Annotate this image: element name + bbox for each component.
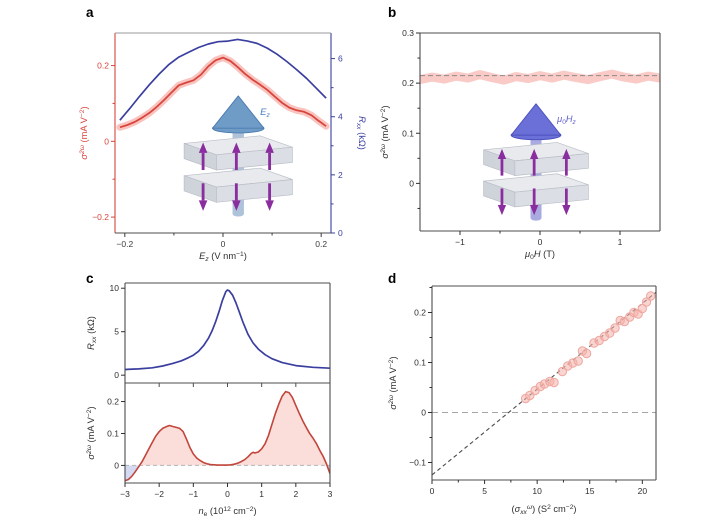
axes-frame-d [431, 285, 657, 481]
y-tick-label: 0 [114, 370, 119, 380]
field-arrow-head [212, 95, 265, 129]
y-axis-label-d: σ2ω (mA V−2) [388, 356, 398, 409]
inset-field-label: μ0Hz [556, 114, 576, 126]
y-tick-label: 0 [409, 178, 414, 188]
x-tick-label: 10 [532, 486, 542, 496]
x-tick-label: 3 [328, 489, 333, 499]
panel-label-d: d [388, 271, 397, 286]
x-tick-label: −0.2 [116, 239, 133, 249]
plot-area-c_bottom [125, 390, 330, 482]
panel-a-chart: −0.2 0 0.2 −0.2 0 0.2 0 2 4 6 Ez (V nm−1) σ2ω (mA V… [79, 32, 367, 263]
device-inset-illustration: μ0Hz [483, 103, 589, 221]
inset-field-label: Ez [260, 107, 270, 119]
x-tick-label: 0 [430, 486, 435, 496]
second-harmonic-conductivity-vs-density-fill-positive [125, 391, 330, 466]
longitudinal-resistance-vs-density [125, 289, 330, 371]
y-tick-label: 0.3 [402, 28, 414, 38]
x-axis-label-d: (σxxω) (S2 cm−2) [511, 504, 576, 516]
x-axis-label-b: μ0H (T) [524, 249, 555, 261]
y-tick-label: 0.2 [107, 397, 119, 407]
x-tick-label: 1 [259, 489, 264, 499]
y-axis-label-c_bottom: σ2ω (mA V−2) [86, 406, 96, 459]
x-tick-label: 1 [618, 237, 623, 247]
plot-area-a [116, 38, 330, 131]
x-tick-label: 15 [585, 486, 595, 496]
panel-label-c: c [86, 271, 94, 286]
y2-tick-label: 2 [338, 170, 343, 180]
x-axis-label-a: Ez (V nm−1) [199, 251, 247, 263]
y2-tick-label: 0 [338, 228, 343, 238]
y-tick-label: 0.2 [402, 78, 414, 88]
y2-tick-label: 4 [338, 112, 343, 122]
y-axis-label-c_top: Rxx (kΩ) [86, 316, 98, 350]
data-point [549, 377, 559, 388]
x-axis-label-c_bottom: ne (1012 cm−2) [198, 506, 256, 518]
longitudinal-resistance-vs-Ez [119, 38, 327, 121]
y-tick-label: −0.1 [409, 458, 426, 468]
x-tick-label: 0.2 [315, 239, 327, 249]
y-tick-label: 0 [104, 136, 109, 146]
y-axis-label-b: σ2ω (mA V−2) [380, 105, 390, 158]
y-tick-label: 0.1 [107, 428, 119, 438]
second-harmonic-conductivity-vs-field-band [420, 69, 660, 85]
plot-area-d [432, 291, 656, 476]
second-harmonic-conductivity-vs-density [125, 390, 330, 482]
data-point [581, 348, 592, 359]
field-arrow-head [510, 103, 562, 136]
axis-ticks-c_top: 0 5 10 [110, 283, 297, 387]
axis-ticks-b: −1 0 1 0 0.1 0.2 0.3 [402, 28, 622, 247]
x-tick-label: 0 [221, 239, 226, 249]
x-tick-label: −1 [455, 237, 465, 247]
data-point [646, 291, 656, 301]
device-inset-illustration: Ez [183, 95, 293, 217]
y-tick-label: 0 [114, 460, 119, 470]
y-axis-label-a: σ2ω (mA V−2) [79, 106, 89, 159]
y-tick-label: 0.1 [402, 128, 414, 138]
second-harmonic-conductivity-vs-Ez [119, 56, 327, 129]
x-tick-label: −3 [120, 489, 130, 499]
axes-frame-a [114, 32, 332, 234]
x-tick-label: 2 [293, 489, 298, 499]
x-tick-label: 0 [225, 489, 230, 499]
y-tick-label: 10 [110, 283, 120, 293]
axis-ticks-c_bottom: −3 −2 −1 0 1 2 3 0 0.1 0.2 [107, 397, 332, 499]
x-tick-label: −1 [188, 489, 198, 499]
data-point [637, 303, 647, 314]
panel-label-b: b [388, 5, 397, 20]
axis-ticks-d: 0 5 10 15 20 −0.1 0 0.1 0.2 [409, 287, 648, 496]
y-tick-label: 0 [421, 408, 426, 418]
panel-d-chart: 0 5 10 15 20 −0.1 0 0.1 0.2 (σxxω) (S2 cm−2) σ2ω (… [388, 285, 657, 516]
x-tick-label: 5 [482, 486, 487, 496]
y2-tick-label: 6 [338, 54, 343, 64]
plot-area-b [420, 69, 660, 85]
y-tick-label: 5 [114, 327, 119, 337]
data-point [610, 323, 620, 333]
panel-label-a: a [86, 5, 94, 20]
plot-area-c_top [125, 289, 330, 371]
data-point [573, 356, 583, 366]
sigma2w-vs-sigma-xx-squared [520, 291, 656, 404]
y-tick-label: −0.2 [92, 212, 109, 222]
y-tick-label: 0.2 [97, 61, 109, 71]
x-tick-label: 20 [638, 486, 648, 496]
x-tick-label: −2 [154, 489, 164, 499]
y-tick-label: 0.1 [414, 358, 426, 368]
y-tick-label: 0.2 [414, 308, 426, 318]
y2-axis-label-a: Rxx (kΩ) [355, 116, 367, 150]
x-tick-label: 0 [538, 237, 543, 247]
panel-b-chart: −1 0 1 0 0.1 0.2 0.3 μ0H (T) σ2ω (mA V−2) μ0Hz [380, 28, 661, 261]
panel-c-chart: 0 5 10 Rxx (kΩ) −3 −2 −1 0 1 2 3 0 0.1 0.2 ne (1012 cm… [86, 282, 333, 518]
axis-ticks-a: −0.2 0 0.2 −0.2 0 0.2 0 2 4 6 [92, 54, 343, 249]
